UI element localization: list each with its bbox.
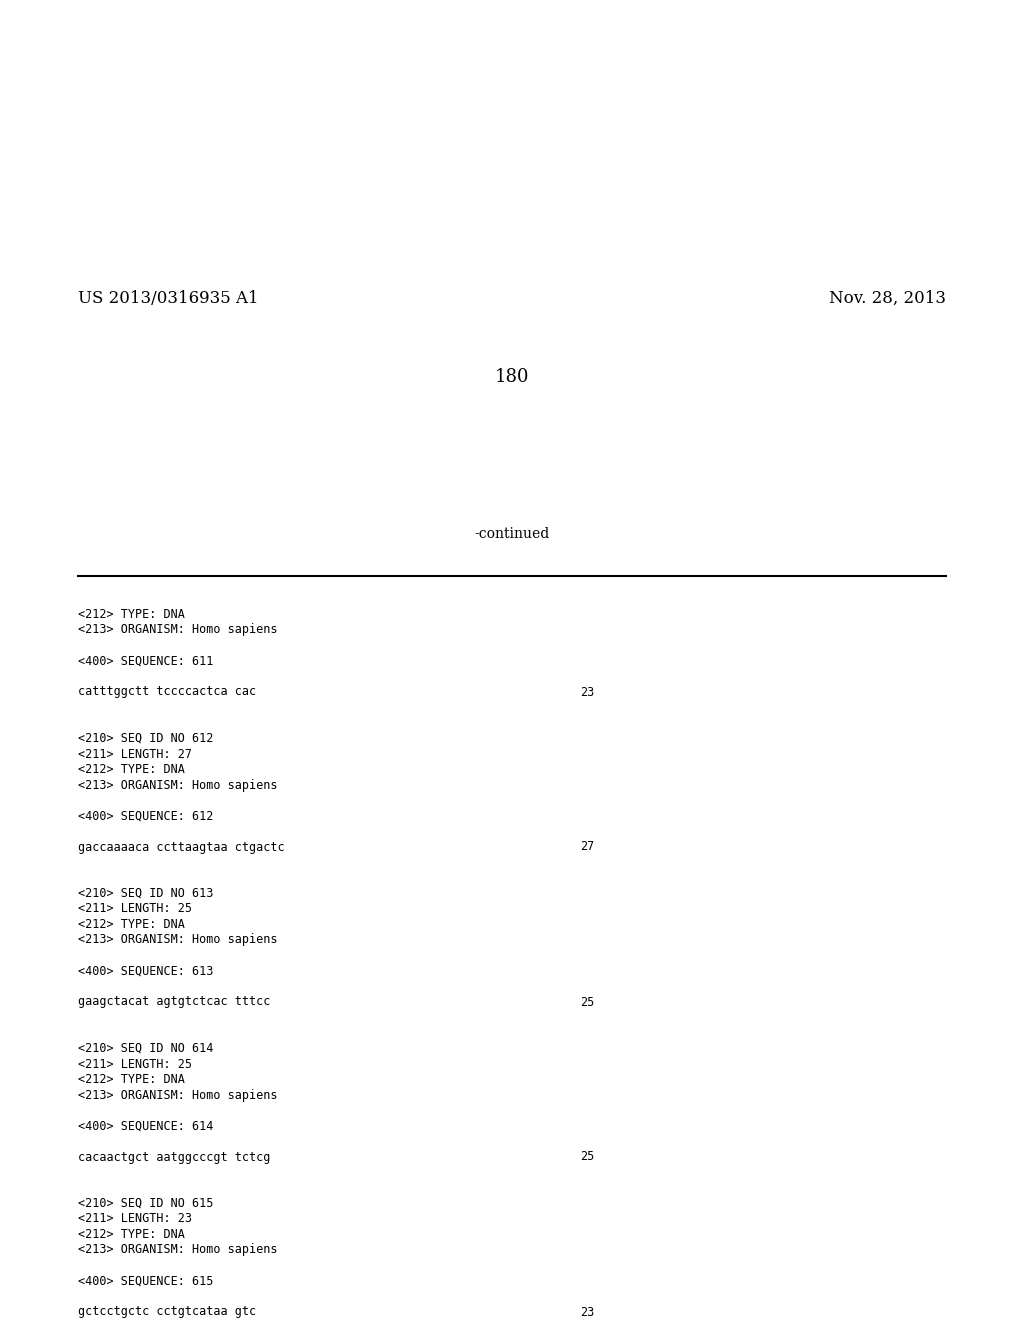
Text: <210> SEQ ID NO 612: <210> SEQ ID NO 612 [78, 733, 213, 744]
Text: <213> ORGANISM: Homo sapiens: <213> ORGANISM: Homo sapiens [78, 1243, 278, 1257]
Text: gaagctacat agtgtctcac tttcc: gaagctacat agtgtctcac tttcc [78, 995, 270, 1008]
Text: <210> SEQ ID NO 613: <210> SEQ ID NO 613 [78, 887, 213, 900]
Text: 27: 27 [580, 841, 594, 854]
Text: <400> SEQUENCE: 614: <400> SEQUENCE: 614 [78, 1119, 213, 1133]
Text: <212> TYPE: DNA: <212> TYPE: DNA [78, 917, 185, 931]
Text: <212> TYPE: DNA: <212> TYPE: DNA [78, 1228, 185, 1241]
Text: <400> SEQUENCE: 611: <400> SEQUENCE: 611 [78, 655, 213, 668]
Text: 23: 23 [580, 685, 594, 698]
Text: 180: 180 [495, 368, 529, 385]
Text: <400> SEQUENCE: 612: <400> SEQUENCE: 612 [78, 809, 213, 822]
Text: Nov. 28, 2013: Nov. 28, 2013 [829, 290, 946, 308]
Text: <400> SEQUENCE: 615: <400> SEQUENCE: 615 [78, 1275, 213, 1287]
Text: <212> TYPE: DNA: <212> TYPE: DNA [78, 1073, 185, 1086]
Text: catttggctt tccccactca cac: catttggctt tccccactca cac [78, 685, 256, 698]
Text: <211> LENGTH: 27: <211> LENGTH: 27 [78, 747, 193, 760]
Text: 25: 25 [580, 995, 594, 1008]
Text: US 2013/0316935 A1: US 2013/0316935 A1 [78, 290, 259, 308]
Text: gctcctgctc cctgtcataa gtc: gctcctgctc cctgtcataa gtc [78, 1305, 256, 1319]
Text: 23: 23 [580, 1305, 594, 1319]
Text: <400> SEQUENCE: 613: <400> SEQUENCE: 613 [78, 965, 213, 978]
Text: <211> LENGTH: 25: <211> LENGTH: 25 [78, 903, 193, 916]
Text: <212> TYPE: DNA: <212> TYPE: DNA [78, 609, 185, 620]
Text: cacaactgct aatggcccgt tctcg: cacaactgct aatggcccgt tctcg [78, 1151, 270, 1163]
Text: <211> LENGTH: 23: <211> LENGTH: 23 [78, 1213, 193, 1225]
Text: <210> SEQ ID NO 614: <210> SEQ ID NO 614 [78, 1041, 213, 1055]
Text: <213> ORGANISM: Homo sapiens: <213> ORGANISM: Homo sapiens [78, 1089, 278, 1101]
Text: gaccaaaaca ccttaagtaa ctgactc: gaccaaaaca ccttaagtaa ctgactc [78, 841, 285, 854]
Text: <212> TYPE: DNA: <212> TYPE: DNA [78, 763, 185, 776]
Text: <213> ORGANISM: Homo sapiens: <213> ORGANISM: Homo sapiens [78, 779, 278, 792]
Text: 25: 25 [580, 1151, 594, 1163]
Text: -continued: -continued [474, 527, 550, 541]
Text: <213> ORGANISM: Homo sapiens: <213> ORGANISM: Homo sapiens [78, 933, 278, 946]
Text: <213> ORGANISM: Homo sapiens: <213> ORGANISM: Homo sapiens [78, 623, 278, 636]
Text: <211> LENGTH: 25: <211> LENGTH: 25 [78, 1057, 193, 1071]
Text: <210> SEQ ID NO 615: <210> SEQ ID NO 615 [78, 1197, 213, 1210]
